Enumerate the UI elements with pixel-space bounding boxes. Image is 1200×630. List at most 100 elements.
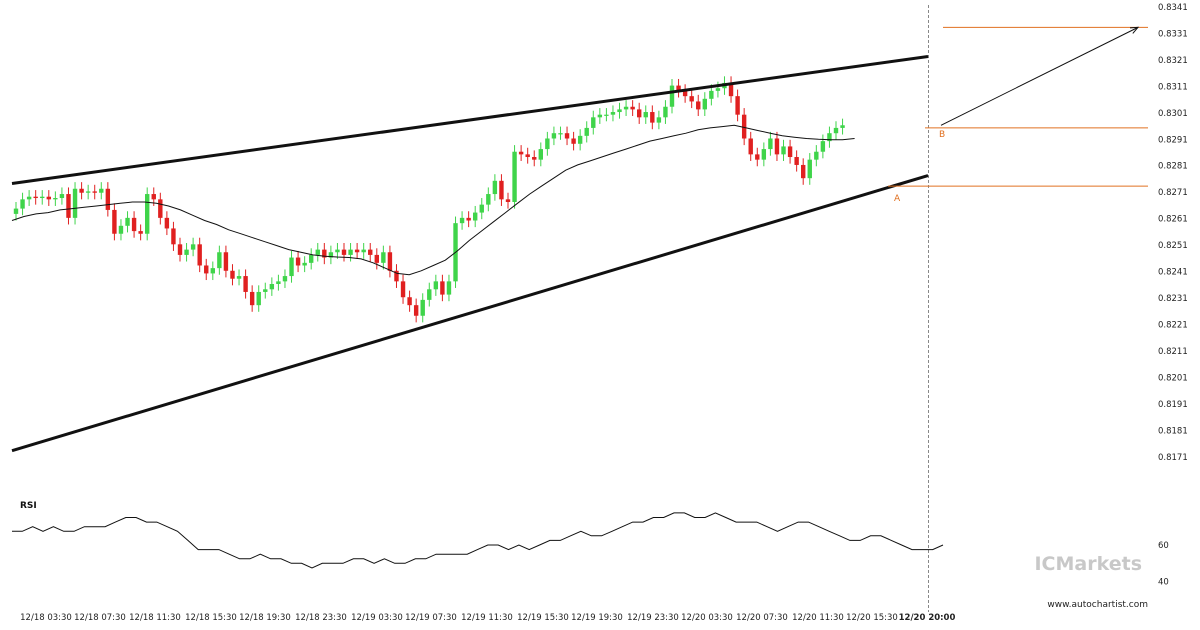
candle-body [204,265,209,274]
candle-body [748,138,753,155]
time-tick-label: 12/18 15:30 [185,613,237,623]
candle-body [840,125,845,128]
price-tick-label: 0.8281 [1158,162,1188,172]
price-tick-label: 0.8271 [1158,188,1188,198]
candle-body [263,289,268,292]
candle-body [145,194,150,234]
price-tick-label: 0.8241 [1158,268,1188,278]
price-tick-label: 0.8171 [1158,453,1188,463]
point-label-a: A [894,194,901,204]
candle-body [413,305,419,316]
candle-body [190,244,196,250]
candle-body [545,138,550,150]
price-tick-label: 0.8251 [1158,241,1188,251]
candle-body [322,249,327,258]
time-tick-label: 12/20 20:00 [899,613,956,623]
candle-body [427,289,432,300]
candle-body [171,228,176,245]
rsi-tick-label: 60 [1158,541,1169,551]
candle-body [486,194,491,205]
time-axis: 12/18 03:30 12/18 07:30 12/18 11:30 12/18 1… [20,5,955,623]
upper-trendline [11,54,929,185]
candle-body [558,133,563,135]
candle-body [735,96,740,115]
candle-body [551,133,557,139]
candle-body [420,299,425,316]
candle-body [138,231,143,234]
rsi-title: RSI [20,501,37,511]
time-tick-label: 12/19 23:30 [627,613,679,623]
candle-body [387,252,393,271]
price-tick-label: 0.8261 [1158,215,1188,225]
pattern-overlay: AB [11,26,1148,453]
candle-body [702,98,707,110]
time-tick-label: 12/18 19:30 [239,613,291,623]
candle-body [309,254,314,263]
candle-body [348,249,353,255]
candle-body [394,270,399,282]
candle-body [446,281,452,295]
candle-body [105,188,111,210]
time-tick-label: 12/18 07:30 [74,613,126,623]
candle-body [532,157,537,160]
candle-body [663,106,668,118]
candle-body [669,85,675,107]
time-tick-label: 12/20 15:30 [846,613,898,623]
candle-body [269,284,275,290]
candle-body [33,196,38,199]
candle-body [341,249,347,255]
price-tick-label: 0.8231 [1158,294,1188,304]
candle-body [538,149,543,160]
point-label-b: B [939,130,945,140]
candle-body [217,252,222,269]
candle-body [112,209,117,234]
candle-body [53,198,58,200]
rsi-tick-label: 40 [1158,578,1169,588]
candle-body [696,101,701,110]
price-tick-label: 0.8211 [1158,347,1188,357]
candle-body [820,141,826,152]
candle-body [656,117,662,123]
candle-body [295,257,301,266]
rsi-panel: RSI 60 40 [12,501,1169,588]
candle-body [125,217,130,226]
candle-body [630,106,635,110]
candle-body [577,135,583,144]
candle-body [728,82,734,97]
candle-body [66,194,71,218]
candle-body [374,254,379,263]
candle-body [335,249,340,253]
candle-body [473,212,478,221]
candle-body [99,188,104,193]
time-tick-label: 12/18 03:30 [20,613,72,623]
candle-body [709,90,714,99]
candle-body [512,151,517,202]
credit-text: www.autochartist.com [1047,600,1148,610]
moving-average-line [11,124,855,276]
candle-body [604,114,609,116]
candle-body [164,217,170,229]
forecast-arrow-line [940,26,1139,126]
candle-body [774,138,780,155]
candle-body [689,96,694,102]
candle-body [92,191,97,193]
candle-body [597,114,603,118]
candle-body [361,249,366,253]
candle-body [807,159,812,179]
candle-body [236,276,242,279]
candle-body [761,149,767,160]
candle-body [315,249,320,255]
price-tick-label: 0.8201 [1158,373,1188,383]
candle-body [833,127,839,134]
candle-body [433,281,439,290]
candle-body [328,252,334,258]
candle-body [118,225,124,234]
candle-body [459,217,465,224]
price-tick-label: 0.8331 [1158,29,1188,39]
candle-body [282,276,288,282]
time-tick-label: 12/19 15:30 [517,613,569,623]
candle-body [223,252,229,271]
candle-body [243,276,248,292]
forecast-arrow-head [1129,26,1140,34]
candle-body [623,106,629,110]
